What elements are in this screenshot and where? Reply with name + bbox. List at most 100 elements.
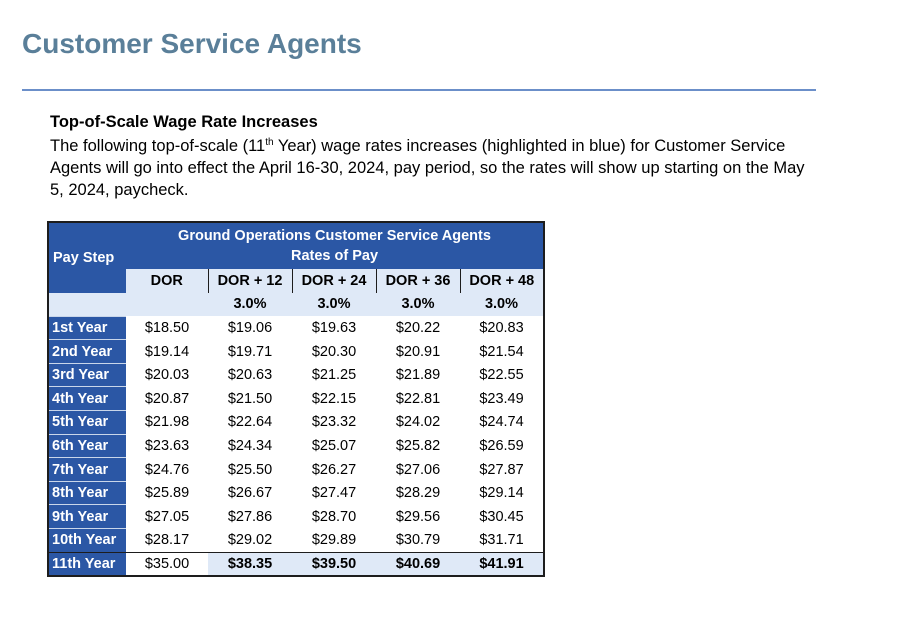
rate-cell: $26.67 [227,485,273,502]
table-row: 10th Year $28.17 $29.02 $29.89 $30.79 $31.71 [48,528,544,553]
rate-cell: $21.54 [479,343,524,360]
group-header-title: Ground Operations Customer Service Agent… [178,228,491,244]
column-header: DOR + 36 [376,269,461,293]
percent-cell: 3.0% [460,292,544,317]
rate-cell: $21.25 [311,367,357,384]
rate-cell: $20.87 [144,390,190,407]
rate-cell: $29.02 [227,532,273,549]
column-header: DOR + 24 [292,269,377,293]
pay-step-label: 7th Year [48,457,126,482]
rate-cell: $27.87 [479,461,524,478]
rate-cell: $28.70 [311,508,357,525]
pay-step-label: 5th Year [48,410,126,435]
rate-cell: $21.89 [395,367,441,384]
table-row: 5th Year $21.98 $22.64 $23.32 $24.02 $24.74 [48,410,544,435]
rate-cell-highlighted: $38.35 [208,551,292,576]
pay-step-label: 8th Year [48,480,126,505]
table-row: 1st Year $18.50 $19.06 $19.63 $20.22 $20.83 [48,315,544,340]
title-divider [22,89,816,91]
rate-cell: $27.05 [144,508,190,525]
rate-cell: $22.55 [479,367,524,384]
table-row-final: 11th Year $35.00 $38.35 $39.50 $40.69 $4… [48,551,544,576]
rate-cell: $20.63 [227,367,273,384]
rate-cell: $23.63 [144,437,190,454]
table-row: 3rd Year $20.03 $20.63 $21.25 $21.89 $22.55 [48,362,544,387]
rate-cell: $21.98 [144,414,190,431]
rate-cell: $20.22 [395,319,441,336]
pay-step-label: 1st Year [48,315,126,340]
pay-step-label: 3rd Year [48,362,126,387]
intro-text-end: Year) wage rates increases (highlighted … [50,137,805,199]
rate-cell: $30.79 [395,532,441,549]
column-header: DOR [126,269,209,293]
rate-cell: $21.50 [227,390,273,407]
rate-cell: $31.71 [479,532,524,549]
column-header: DOR + 12 [208,269,293,293]
rate-cell: $18.50 [144,319,190,336]
rate-cell: $27.06 [395,461,441,478]
rate-cell: $24.74 [479,414,524,431]
rate-cell: $22.81 [395,390,441,407]
table-row: 4th Year $20.87 $21.50 $22.15 $22.81 $23.49 [48,386,544,411]
rate-cell: $24.76 [144,461,190,478]
pay-step-label: 9th Year [48,504,126,529]
table-row: 8th Year $25.89 $26.67 $27.47 $28.29 $29.14 [48,480,544,505]
rate-cell: $20.83 [479,319,524,336]
rate-cell: $30.45 [479,508,524,525]
rate-cell: $25.89 [144,485,190,502]
pay-step-label: 11th Year [48,551,126,576]
rate-cell: $22.15 [311,390,357,407]
rate-cell: $20.30 [311,343,357,360]
table-row: 9th Year $27.05 $27.86 $28.70 $29.56 $30.45 [48,504,544,529]
intro-paragraph: The following top-of-scale (11th Year) w… [50,135,810,201]
rate-cell: $28.29 [395,485,441,502]
rate-cell: $26.27 [311,461,357,478]
rate-cell: $35.00 [126,551,208,576]
rate-cell: $23.32 [311,414,357,431]
wage-rate-table: Pay Step Ground Operations Customer Serv… [47,221,545,577]
rate-cell: $25.07 [311,437,357,454]
percent-cell: 3.0% [208,292,292,317]
intro-superscript: th [265,137,274,148]
table-row: 7th Year $24.76 $25.50 $26.27 $27.06 $27.87 [48,457,544,482]
rate-cell: $29.89 [311,532,357,549]
rate-cell: $24.34 [227,437,273,454]
page-title: Customer Service Agents [22,28,362,59]
table-body: 1st Year $18.50 $19.06 $19.63 $20.22 $20.83 2n… [48,315,544,553]
rate-cell: $20.91 [395,343,441,360]
group-header-subtitle: Rates of Pay [290,248,379,264]
rate-cell: $19.71 [227,343,273,360]
pay-step-header: Pay Step [48,222,126,293]
percent-cell: 3.0% [292,292,376,317]
rate-cell: $19.63 [311,319,357,336]
pay-step-label: 6th Year [48,433,126,458]
percent-cell: 3.0% [376,292,460,317]
percent-spacer [48,292,126,317]
rate-cell: $25.50 [227,461,273,478]
table-row: 6th Year $23.63 $24.34 $25.07 $25.82 $26.59 [48,433,544,458]
rate-cell-highlighted: $39.50 [292,551,376,576]
rate-cell: $27.86 [227,508,273,525]
rate-cell: $28.17 [144,532,190,549]
rate-cell: $24.02 [395,414,441,431]
column-header: DOR + 48 [460,269,544,293]
section-heading: Top-of-Scale Wage Rate Increases [50,113,318,131]
pay-step-label: 4th Year [48,386,126,411]
rate-cell: $26.59 [479,437,524,454]
rate-cell: $22.64 [227,414,273,431]
rate-cell: $25.82 [395,437,441,454]
rate-cell: $27.47 [311,485,357,502]
rate-cell: $19.06 [227,319,273,336]
rate-cell-highlighted: $41.91 [460,551,544,576]
rate-cell: $23.49 [479,390,524,407]
table-row: 2nd Year $19.14 $19.71 $20.30 $20.91 $21.54 [48,339,544,364]
intro-text-start: The following top-of-scale (11 [50,137,266,155]
percent-cell [126,292,208,317]
rate-cell: $20.03 [144,367,190,384]
pay-step-label: 10th Year [48,528,126,553]
rate-cell: $29.56 [395,508,441,525]
rate-cell: $19.14 [144,343,190,360]
rate-cell-highlighted: $40.69 [376,551,460,576]
rate-cell: $29.14 [479,485,524,502]
group-header: Ground Operations Customer Service Agent… [126,222,544,269]
